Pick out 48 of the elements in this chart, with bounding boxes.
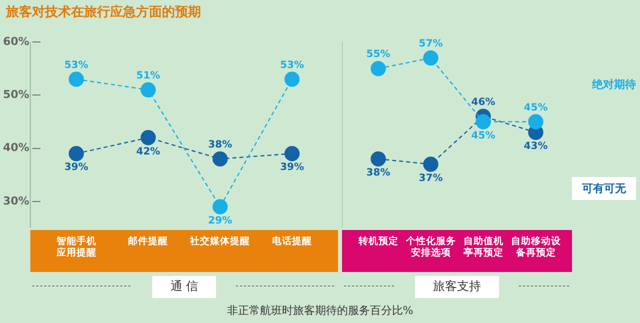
data-label: 46%: [471, 96, 496, 108]
x-tick-label: 个性化服务安排选项: [404, 235, 456, 259]
point: [68, 72, 84, 87]
y-tick-label: 50%: [2, 88, 30, 101]
point: [140, 82, 156, 98]
data-label: 38%: [208, 140, 232, 151]
data-label: 45%: [471, 130, 496, 142]
point: [284, 72, 300, 87]
point: [68, 146, 84, 162]
point: [284, 146, 300, 162]
point: [212, 151, 228, 167]
point: [476, 114, 491, 130]
text: 非正常航班时旅客期待的服务百分比%: [226, 303, 414, 318]
y-tick-label: 60%: [2, 34, 30, 48]
x-tick-label: 自助值机亭再预定: [463, 235, 504, 259]
data-label: 42%: [136, 146, 160, 158]
x-tick-label: 智能手机应用提醒: [55, 235, 96, 259]
x-tick-label: 电话提醒: [272, 235, 312, 248]
chart-title: 旅客对技术在旅行应急方面的预期: [6, 4, 201, 21]
text: 绝对期待: [592, 77, 636, 92]
data-label: 37%: [418, 172, 443, 184]
data-label: 51%: [136, 70, 160, 82]
data-label: 57%: [418, 38, 443, 50]
data-label: 39%: [64, 162, 88, 174]
data-label: 39%: [280, 162, 304, 174]
x-tick-label: 邮件提醒: [128, 235, 168, 248]
point: [528, 114, 544, 130]
point: [212, 199, 228, 214]
point: [423, 156, 438, 172]
data-label: 43%: [524, 140, 548, 152]
data-label: 53%: [64, 60, 88, 71]
x-tick-label: 自助移动设备再预定: [510, 235, 562, 259]
data-label: 55%: [366, 49, 390, 60]
point: [370, 60, 386, 76]
point: [423, 50, 438, 66]
y-tick-label: 40%: [2, 141, 30, 154]
y-tick-label: 30%: [2, 194, 30, 208]
point: [140, 130, 156, 146]
data-label: 45%: [524, 102, 548, 114]
data-label: 53%: [280, 60, 304, 71]
x-tick-label: 社交媒体提醒: [189, 235, 250, 248]
data-label: 38%: [366, 168, 390, 179]
x-axis-title: 通 信: [170, 279, 198, 294]
text: 可有可无: [572, 177, 636, 200]
x-axis-title: 旅客支持: [433, 279, 481, 294]
x-tick-label: 转机预定: [357, 235, 398, 248]
data-label: 29%: [208, 215, 232, 226]
point: [370, 151, 386, 167]
